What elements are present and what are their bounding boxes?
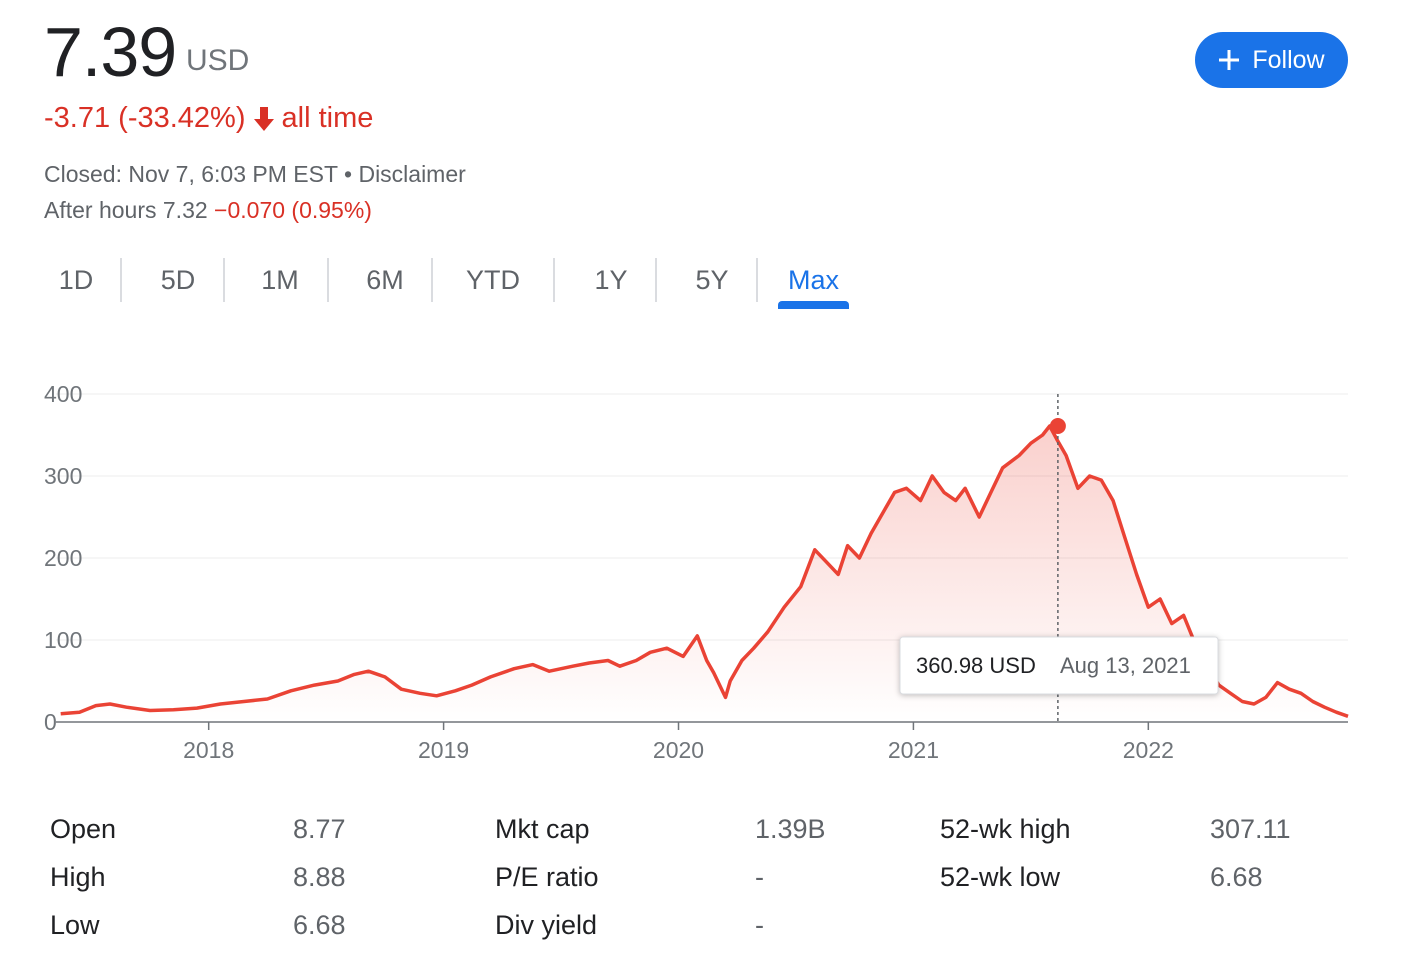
price-line [60, 424, 1349, 718]
stat-open-label: Open [50, 814, 117, 844]
stat-high-value: 8.88 [293, 862, 346, 892]
range-tabs: 1D 5D 1M 6M YTD 1Y 5Y Max [0, 252, 900, 312]
active-tab-indicator [778, 301, 849, 309]
stat-mktcap-label: Mkt cap [495, 814, 590, 844]
after-hours-change: −0.070 (0.95%) [214, 197, 372, 223]
hover-point [1049, 417, 1066, 434]
y-tick-label: 100 [44, 627, 82, 653]
y-tick-label: 400 [44, 381, 82, 407]
x-tick-label: 2022 [1123, 737, 1174, 763]
tab-1m[interactable]: 1M [261, 264, 299, 295]
price-currency: USD [186, 44, 250, 77]
stat-low-label: Low [50, 910, 100, 940]
plus-icon [1219, 50, 1240, 70]
tab-divider [431, 258, 433, 302]
tab-divider [327, 258, 329, 302]
stat-52wk-low-value: 6.68 [1210, 862, 1263, 892]
tab-5d[interactable]: 5D [160, 264, 196, 295]
tab-1y[interactable]: 1Y [594, 264, 628, 295]
x-tick-label: 2020 [653, 737, 704, 763]
key-stats: Open 8.77 High 8.88 Low 6.68 Mkt cap 1.3… [0, 808, 1428, 958]
tab-divider [553, 258, 555, 302]
follow-label: Follow [1252, 45, 1325, 74]
y-tick-label: 200 [44, 545, 82, 571]
tab-divider [756, 258, 758, 302]
tab-max[interactable]: Max [787, 264, 839, 295]
tab-divider [655, 258, 657, 302]
price-change-value: -3.71 (-33.42%) [44, 102, 246, 134]
stat-52wk-low-label: 52-wk low [940, 862, 1061, 892]
y-tick-label: 0 [44, 709, 57, 735]
stat-divyield-label: Div yield [495, 910, 598, 940]
y-tick-label: 300 [44, 463, 82, 489]
stat-low-value: 6.68 [293, 910, 346, 940]
tab-6m[interactable]: 6M [366, 264, 404, 295]
stat-pe-value: - [755, 862, 764, 892]
after-hours: After hours 7.32 −0.070 (0.95%) [44, 197, 372, 224]
stat-mktcap-value: 1.39B [755, 814, 826, 844]
tooltip-date: Aug 13, 2021 [1060, 653, 1191, 678]
x-tick-label: 2018 [183, 737, 234, 763]
price-chart[interactable]: 400 300 200 100 0 2018 2019 2020 2021 2022 360.9… [0, 360, 1428, 780]
follow-button[interactable]: Follow [1195, 32, 1348, 88]
tab-1d[interactable]: 1D [58, 264, 94, 295]
x-tick-label: 2019 [418, 737, 469, 763]
chart-tooltip: 360.98 USD Aug 13, 2021 [899, 636, 1219, 695]
stat-high-label: High [50, 862, 106, 892]
arrow-down-icon [253, 106, 274, 131]
stat-pe-label: P/E ratio [495, 862, 599, 892]
tab-divider [120, 258, 122, 302]
price-change-line: -3.71 (-33.42%) all time [44, 102, 373, 135]
stat-open-value: 8.77 [293, 814, 346, 844]
separator-dot: • [344, 161, 353, 187]
tab-5y[interactable]: 5Y [695, 264, 729, 295]
tooltip-box [899, 636, 1219, 695]
tab-divider [223, 258, 225, 302]
market-status: Closed: Nov 7, 6:03 PM EST • Disclaimer [44, 161, 466, 188]
disclaimer-link[interactable]: Disclaimer [358, 161, 466, 187]
price-change-period: all time [281, 102, 374, 134]
closed-time: Closed: Nov 7, 6:03 PM EST [44, 161, 338, 187]
after-hours-price: After hours 7.32 [44, 197, 208, 223]
stat-divyield-value: - [755, 910, 764, 940]
stat-52wk-high-label: 52-wk high [940, 814, 1071, 844]
stat-52wk-high-value: 307.11 [1210, 814, 1291, 844]
tooltip-value: 360.98 USD [916, 653, 1036, 678]
current-price: 7.39 [44, 13, 177, 91]
x-tick-label: 2021 [888, 737, 939, 763]
tab-ytd[interactable]: YTD [466, 264, 520, 295]
